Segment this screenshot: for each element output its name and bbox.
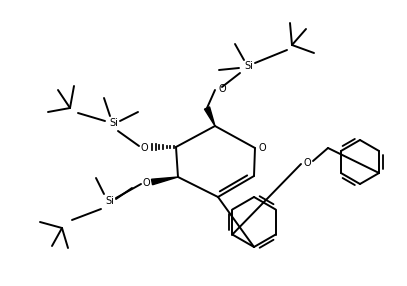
Text: Si: Si — [109, 118, 118, 128]
Text: O: O — [303, 158, 311, 168]
Text: Si: Si — [245, 61, 254, 71]
Text: Si: Si — [105, 196, 114, 206]
Polygon shape — [151, 177, 178, 185]
Polygon shape — [204, 107, 215, 126]
Text: O: O — [218, 84, 226, 94]
Text: O: O — [140, 143, 148, 153]
Text: O: O — [258, 143, 266, 153]
Text: O: O — [142, 178, 150, 188]
